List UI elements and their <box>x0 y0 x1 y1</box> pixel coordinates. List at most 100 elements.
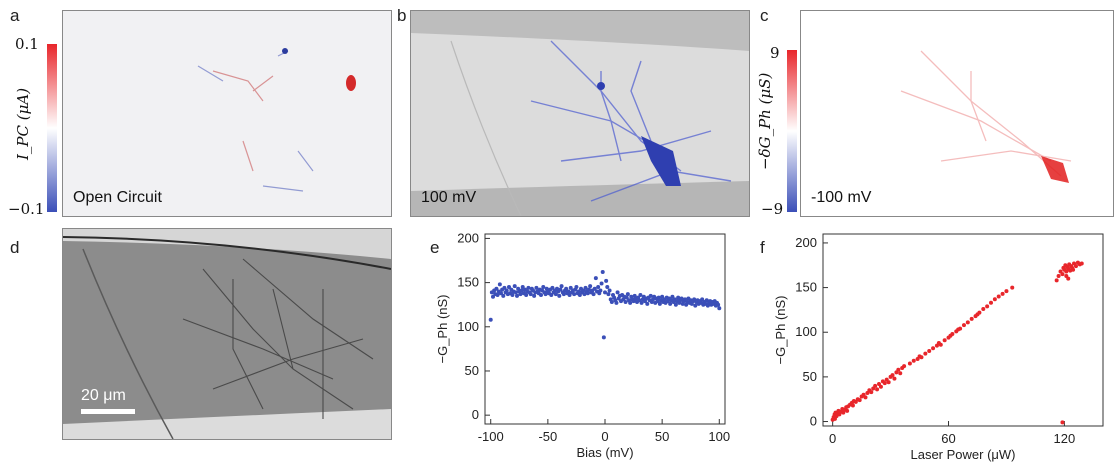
panel-b-image <box>411 11 749 216</box>
panel-label-c: c <box>760 6 769 25</box>
data-point <box>603 290 607 295</box>
data-point <box>591 292 596 297</box>
data-point <box>598 288 603 293</box>
data-point <box>557 293 562 298</box>
data-point <box>534 285 539 290</box>
data-point <box>504 288 509 293</box>
data-point <box>606 292 611 297</box>
data-point <box>1056 273 1061 278</box>
data-point <box>655 299 660 304</box>
data-point <box>989 300 993 305</box>
data-point <box>907 361 912 366</box>
data-point <box>878 384 883 389</box>
data-point <box>683 297 687 302</box>
data-point <box>1004 289 1009 294</box>
data-point <box>869 390 874 395</box>
data-point <box>574 285 579 290</box>
data-point <box>495 292 500 297</box>
y-tick-label: 150 <box>457 275 479 290</box>
data-point <box>559 284 564 289</box>
data-point <box>886 380 891 385</box>
data-point <box>898 371 903 376</box>
panel-b-caption: 100 mV <box>421 189 477 206</box>
data-point <box>668 301 673 306</box>
data-point <box>931 346 936 351</box>
data-point <box>985 304 990 309</box>
panel-d-drawing <box>63 229 391 439</box>
x-tick-label: 0 <box>829 431 836 446</box>
data-point <box>592 286 597 291</box>
data-point <box>896 367 901 372</box>
data-point <box>502 285 507 290</box>
data-point <box>1060 420 1065 425</box>
data-point <box>1079 261 1084 266</box>
y-axis-label: −G_Ph (nS) <box>435 294 450 363</box>
y-tick-label: 50 <box>465 363 479 378</box>
panel-a-image <box>197 48 356 192</box>
data-point <box>528 292 533 297</box>
data-point <box>576 289 581 294</box>
x-tick-label: -50 <box>538 429 557 444</box>
data-point <box>605 285 610 290</box>
data-point <box>607 288 612 293</box>
colorbar-a-title: I_PC (μA) <box>14 87 32 160</box>
data-point <box>992 297 997 302</box>
data-point <box>543 292 548 297</box>
panel-a-caption: Open Circuit <box>73 189 162 206</box>
data-point <box>645 301 650 306</box>
data-point <box>911 358 916 363</box>
data-point <box>524 292 529 297</box>
data-point <box>850 403 855 408</box>
panel-c-caption: -100 mV <box>811 189 872 206</box>
x-tick-label: -100 <box>478 429 504 444</box>
panel-label-d: d <box>10 238 20 257</box>
y-tick-label: 0 <box>810 414 817 429</box>
y-tick-label: 150 <box>795 280 817 295</box>
data-point <box>558 287 563 292</box>
y-tick-label: 200 <box>457 230 479 245</box>
colorbar-a-max: 0.1 <box>15 35 39 53</box>
data-point <box>609 300 614 305</box>
data-point <box>977 310 982 315</box>
data-point <box>588 284 593 289</box>
data-point <box>950 332 955 337</box>
data-point <box>615 290 620 295</box>
colorbar-a-min: −0.1 <box>8 200 45 218</box>
data-point <box>601 335 606 340</box>
data-point <box>513 290 518 295</box>
x-tick-label: 120 <box>1054 431 1076 446</box>
data-point <box>875 387 880 392</box>
data-point <box>491 294 495 299</box>
x-tick-label: 0 <box>601 429 608 444</box>
data-point <box>539 292 543 297</box>
data-point <box>882 381 887 386</box>
plot-frame <box>822 233 1104 427</box>
data-point <box>520 285 525 290</box>
data-point <box>961 323 966 328</box>
panel-d-image: 20 μm <box>62 228 392 440</box>
data-point <box>1054 278 1059 283</box>
chart-e: -100 -50 0 50 100 0 50 100 150 200 Bias (mV) −G_Ph … <box>435 230 730 460</box>
data-point <box>518 292 523 297</box>
data-point <box>494 286 499 291</box>
data-point <box>623 300 628 305</box>
data-point <box>704 298 709 303</box>
panel-c-map: -100 mV <box>800 10 1114 217</box>
data-point <box>942 338 947 343</box>
data-point <box>585 291 590 296</box>
data-point <box>577 292 582 297</box>
data-point <box>923 351 928 356</box>
data-point <box>600 270 605 274</box>
data-point <box>614 300 619 305</box>
panel-label-f: f <box>760 238 765 257</box>
data-point <box>497 282 502 287</box>
data-point <box>568 285 573 290</box>
data-point <box>624 295 629 300</box>
data-point <box>857 398 862 403</box>
x-axis-label: Laser Power (μW) <box>910 447 1015 462</box>
data-point <box>648 293 653 298</box>
data-point <box>873 383 878 388</box>
data-point <box>919 355 924 360</box>
y-tick-label: 50 <box>803 369 817 384</box>
data-point <box>553 292 558 297</box>
